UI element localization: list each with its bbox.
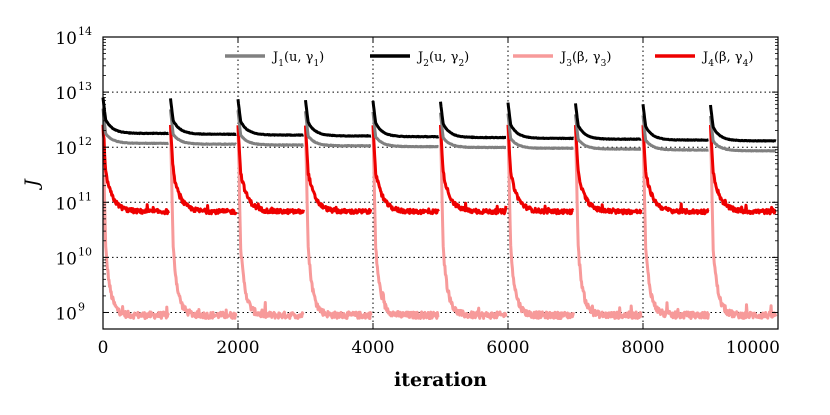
y-tick-base: 10 (55, 84, 77, 104)
legend-entry-1: J1(u, γ1) (225, 50, 324, 69)
legend-label-part: J (559, 50, 566, 65)
legend-entry-2: J2(u, γ2) (370, 50, 469, 69)
series-line-1 (439, 112, 507, 150)
series-line-3 (641, 124, 710, 320)
y-tick-label: 10 14 (55, 25, 92, 49)
series-line-3 (709, 125, 778, 320)
series-line-3 (439, 125, 508, 320)
y-tick-label: 10 11 (55, 190, 92, 214)
series-line-2 (101, 97, 170, 136)
legend-label-part: J (416, 50, 423, 65)
series-line-4 (169, 124, 238, 216)
legend-label-part: (u, γ (284, 50, 314, 65)
series-line-4 (371, 125, 440, 216)
legend-label-part: (β, γ (714, 50, 743, 65)
series-line-2 (439, 101, 507, 140)
legend-label-part: 4 (743, 59, 749, 69)
y-tick-exponent: 13 (78, 80, 92, 93)
x-tick-label: 4000 (351, 338, 394, 358)
series-line-1 (574, 114, 642, 151)
legend-label-part: ) (606, 50, 611, 65)
x-axis-label: iteration (394, 369, 487, 391)
series-line-3 (169, 125, 238, 320)
series-line-3 (236, 125, 305, 320)
series-line-1 (371, 111, 440, 149)
legend-label-part: 2 (458, 59, 464, 69)
x-tick-label: 8000 (621, 338, 664, 358)
series-line-1 (304, 111, 372, 148)
series-line-4 (574, 124, 643, 216)
series-line-4 (439, 124, 508, 216)
series-line-3 (304, 125, 373, 320)
legend-label: J3(β, γ3) (559, 50, 611, 69)
legend-label-part: ) (319, 50, 324, 65)
series-line-2 (641, 104, 710, 142)
series-line-4 (506, 124, 575, 216)
series-line-4 (641, 125, 710, 216)
legend-label: J4(β, γ4) (701, 50, 753, 69)
y-tick-exponent: 9 (78, 300, 85, 313)
legend-label-part: 3 (566, 59, 572, 69)
y-tick-exponent: 12 (78, 135, 92, 148)
series-line-1 (101, 108, 170, 146)
y-axis-label: J (21, 178, 43, 191)
y-tick-label: 10 9 (55, 300, 85, 324)
series-line-4 (236, 125, 305, 216)
legend-label-part: 4 (708, 59, 714, 69)
series-line-2 (574, 103, 642, 141)
y-tick-exponent: 14 (78, 25, 92, 38)
y-tick-base: 10 (55, 29, 77, 49)
series-line-4 (101, 124, 170, 216)
legend-label-part: 1 (278, 59, 284, 69)
y-tick-base: 10 (55, 139, 77, 159)
y-tick-exponent: 11 (78, 190, 92, 203)
series-line-1 (506, 113, 575, 150)
legend-entry-4: J4(β, γ4) (655, 50, 753, 69)
legend-label-part: 1 (313, 59, 319, 69)
y-tick-base: 10 (55, 304, 77, 324)
legend-label: J1(u, γ1) (271, 50, 324, 69)
legend-label-part: ) (748, 50, 753, 65)
x-tick-label: 6000 (486, 338, 529, 358)
y-tick-label: 10 10 (55, 245, 92, 269)
series-line-2 (506, 102, 575, 141)
series-line-3 (101, 124, 170, 320)
series-line-3 (574, 125, 643, 320)
series-line-4 (709, 124, 777, 216)
legend-label: J2(u, γ2) (416, 50, 469, 69)
series-line-1 (236, 110, 305, 147)
series-line-4 (304, 125, 373, 215)
series-line-2 (371, 100, 440, 139)
series-line-2 (304, 99, 372, 138)
legend-entry-3: J3(β, γ3) (513, 50, 611, 69)
series-line-1 (169, 109, 237, 146)
x-tick-label: 10000 (726, 338, 780, 358)
y-tick-exponent: 10 (78, 245, 92, 258)
y-tick-label: 10 12 (55, 135, 92, 159)
legend-label-part: J (701, 50, 708, 65)
series-line-1 (641, 115, 710, 152)
y-tick-label: 10 13 (55, 80, 92, 104)
legend-label-part: 2 (423, 59, 429, 69)
y-tick-base: 10 (55, 249, 77, 269)
legend: J1(u, γ1) J2(u, γ2) J3(β, γ3) J4(β, γ4) (225, 50, 753, 69)
x-tick-label: 0 (98, 338, 109, 358)
y-tick-base: 10 (55, 194, 77, 214)
x-tick-label: 2000 (216, 338, 259, 358)
series-layer (101, 97, 778, 320)
series-line-2 (169, 98, 237, 136)
series-line-2 (236, 99, 305, 137)
series-line-2 (709, 104, 777, 143)
legend-label-part: ) (464, 50, 469, 65)
plot-frame (102, 36, 779, 330)
legend-label-part: 3 (601, 59, 607, 69)
legend-label-part: (β, γ (572, 50, 601, 65)
legend-label-part: J (271, 50, 278, 65)
series-line-3 (371, 125, 440, 320)
legend-label-part: (u, γ (429, 50, 459, 65)
series-line-1 (709, 115, 777, 153)
series-line-3 (506, 125, 575, 320)
